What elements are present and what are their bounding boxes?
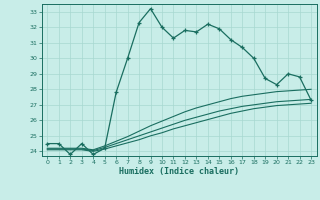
X-axis label: Humidex (Indice chaleur): Humidex (Indice chaleur) (119, 167, 239, 176)
